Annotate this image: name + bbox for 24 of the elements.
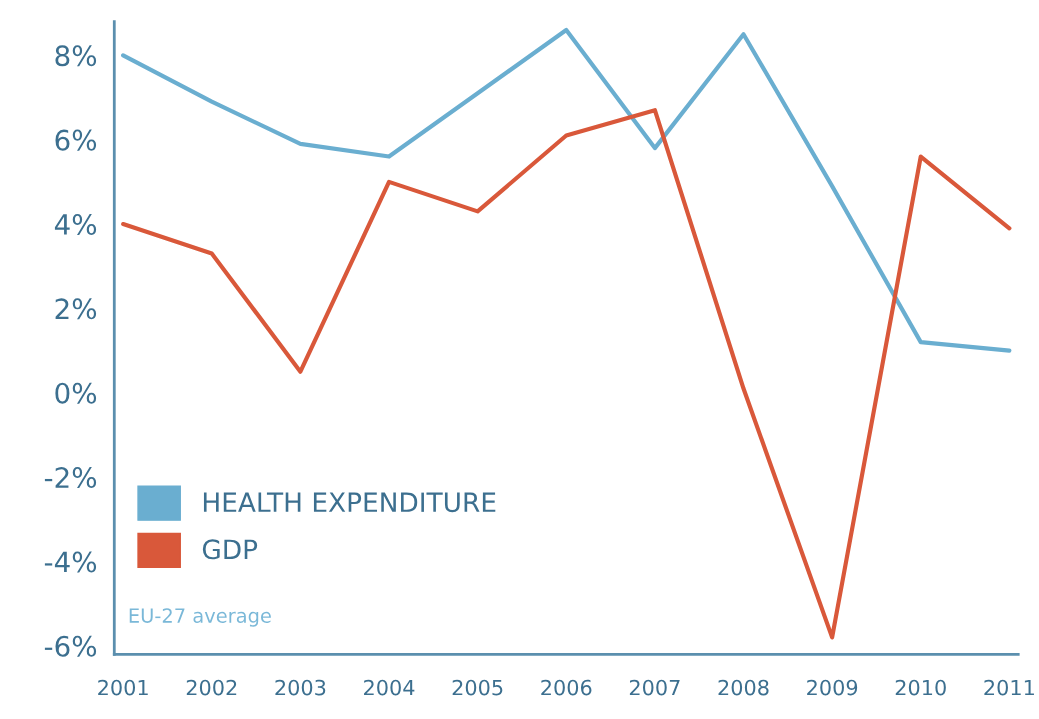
x-tick-label: 2008 xyxy=(718,679,769,696)
x-tick-label: 2007 xyxy=(629,679,680,696)
x-tick-label: 2003 xyxy=(275,679,326,696)
y-tick-label: -2% xyxy=(44,467,97,489)
y-tick-label: 6% xyxy=(55,129,97,151)
x-tick-label: 2011 xyxy=(984,679,1034,696)
x-tick-label: 2004 xyxy=(364,679,415,696)
x-tick-label: 2002 xyxy=(186,679,237,696)
x-tick-label: 2001 xyxy=(98,679,148,696)
legend-label: HEALTH EXPENDITURE xyxy=(203,492,496,513)
annotation: EU-27 average xyxy=(129,608,271,627)
y-tick-label: 2% xyxy=(55,298,97,320)
line-series xyxy=(121,27,1012,353)
y-tick-label: 0% xyxy=(55,382,97,404)
y-tick-label: 8% xyxy=(55,45,97,67)
y-tick-label: -6% xyxy=(44,635,97,657)
legend-label: GDP xyxy=(202,539,258,560)
line-series xyxy=(121,108,1012,640)
y-tick-label: -4% xyxy=(44,551,97,573)
y-tick-label: 4% xyxy=(54,213,97,235)
x-tick-label: 2010 xyxy=(895,679,946,696)
x-tick-label: 2005 xyxy=(452,679,503,696)
x-tick-label: 2009 xyxy=(807,679,858,696)
x-tick-label: 2006 xyxy=(541,679,592,696)
